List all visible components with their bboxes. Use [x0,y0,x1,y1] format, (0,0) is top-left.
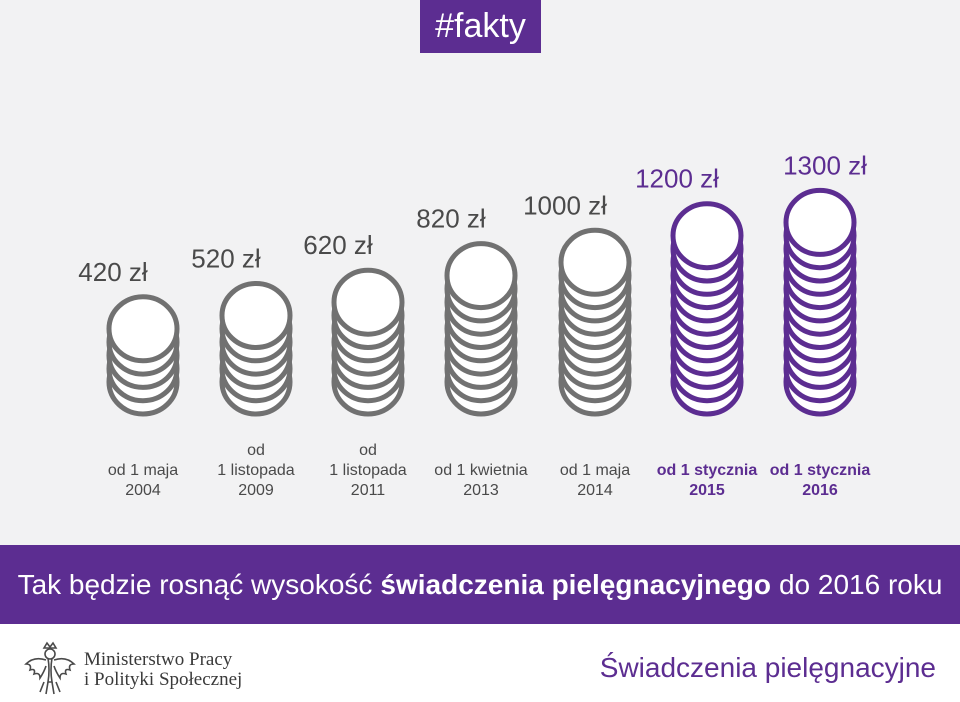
headline-highlight: świadczenia pielęgnacyjnego [380,568,771,600]
coin-stack-0 [106,294,180,417]
ministry-line-1: Ministerstwo Pracy [84,649,233,670]
date-label: 2014 [577,482,613,499]
coin [558,227,632,297]
date-label: 2011 [351,482,386,499]
date-label: od 1 kwietnia [434,462,527,479]
coin-stack-3 [444,241,518,417]
date-label: od [247,442,265,459]
hashtag-badge: #fakty [420,0,541,53]
date-label: od 1 stycznia [657,462,758,479]
date-label: 2015 [689,482,725,499]
date-label: od [359,442,377,459]
coin-stack-1 [219,281,293,417]
coin-stack-5 [670,201,744,417]
value-label: 420 zł [78,257,148,287]
headline-banner: Tak będzie rosnąć wysokość świadczenia p… [0,545,960,624]
coin [106,294,180,364]
date-label: 1 listopada [217,462,294,479]
date-label: od 1 maja [108,462,178,479]
footer [0,624,960,702]
date-label: od 1 maja [560,462,630,479]
date-label: od 1 stycznia [770,462,871,479]
coin [670,201,744,271]
date-label: 1 listopada [329,462,406,479]
headline-part-3: do 2016 roku [778,568,943,600]
coin-stack-4 [558,227,632,417]
value-label: 820 zł [416,204,486,234]
date-label: 2009 [238,482,274,499]
coin [783,187,857,257]
value-label: 620 zł [303,230,373,260]
value-label: 1300 zł [783,150,867,180]
date-label: 2016 [802,482,838,499]
date-label: 2013 [463,482,499,499]
value-label: 1200 zł [635,164,719,194]
value-label: 1000 zł [523,190,607,220]
coin [219,281,293,350]
date-label: 2004 [125,482,161,499]
coin-stack-2 [331,267,405,417]
coin-stack-chart: 420 zł od 1 maja 2004 520 zł od 1 listopada 20… [78,150,871,499]
coin [331,267,405,337]
campaign-brand: Świadczenia pielęgnacyjne [599,652,936,683]
eagle-emblem-icon [24,641,76,695]
value-label: 520 zł [191,244,261,274]
headline-part-1: Tak będzie rosnąć wysokość [17,568,373,600]
ministry-line-2: i Polityki Społecznej [84,669,243,690]
coin-stack-6 [783,187,857,417]
ministry-name: Ministerstwo Pracy i Polityki Społecznej [84,650,242,690]
coin [444,241,518,311]
